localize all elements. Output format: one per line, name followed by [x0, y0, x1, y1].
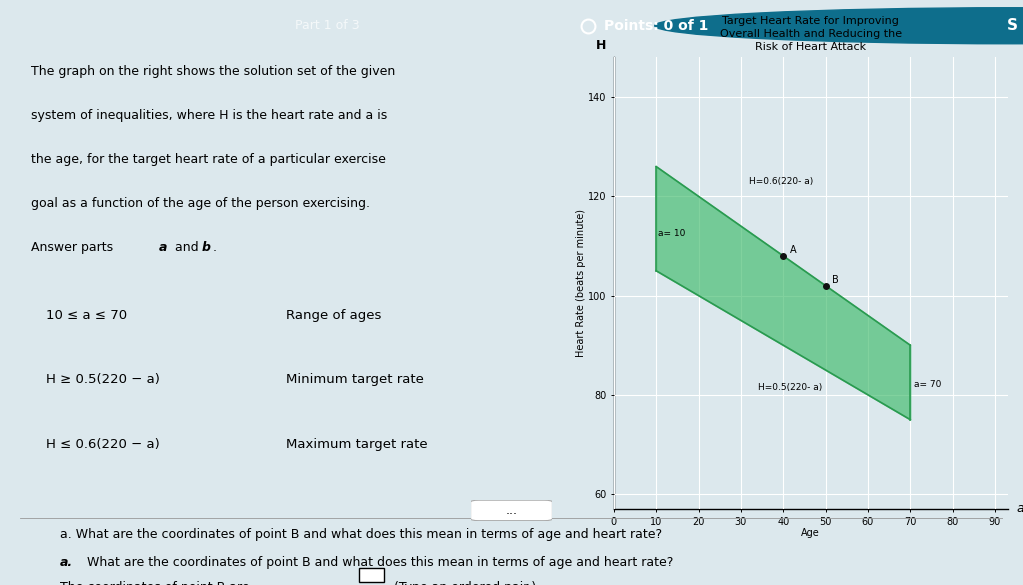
Text: a: a [159, 242, 167, 254]
Text: Maximum target rate: Maximum target rate [286, 438, 428, 452]
Text: H ≤ 0.6(220 − a): H ≤ 0.6(220 − a) [46, 438, 160, 452]
Text: and: and [172, 242, 203, 254]
X-axis label: Age: Age [801, 528, 820, 538]
Text: 10 ≤ a ≤ 70: 10 ≤ a ≤ 70 [46, 309, 127, 322]
Text: H=0.5(220- a): H=0.5(220- a) [758, 383, 822, 392]
Text: Answer parts: Answer parts [31, 242, 117, 254]
Title: Target Heart Rate for Improving
Overall Health and Reducing the
Risk of Heart At: Target Heart Rate for Improving Overall … [719, 16, 902, 53]
Text: The coordinates of point B are: The coordinates of point B are [59, 581, 250, 585]
Y-axis label: Heart Rate (beats per minute): Heart Rate (beats per minute) [576, 209, 586, 357]
Text: What are the coordinates of point B and what does this mean in terms of age and : What are the coordinates of point B and … [87, 556, 673, 569]
Text: H: H [596, 39, 607, 53]
Text: b: b [203, 242, 211, 254]
Text: Minimum target rate: Minimum target rate [286, 373, 425, 387]
Text: a= 10: a= 10 [658, 229, 685, 238]
Text: (Type an ordered pair.): (Type an ordered pair.) [394, 581, 536, 585]
Text: Points: 0 of 1: Points: 0 of 1 [604, 19, 708, 33]
Text: a= 70: a= 70 [915, 380, 942, 390]
Text: a: a [1016, 503, 1023, 515]
Text: a.: a. [59, 556, 73, 569]
Text: The graph on the right shows the solution set of the given: The graph on the right shows the solutio… [31, 66, 395, 78]
Text: ...: ... [505, 504, 518, 517]
Text: a. What are the coordinates of point B and what does this mean in terms of age a: a. What are the coordinates of point B a… [59, 528, 662, 541]
Circle shape [655, 8, 1023, 44]
FancyBboxPatch shape [471, 500, 552, 521]
Text: Range of ages: Range of ages [286, 309, 382, 322]
Text: system of inequalities, where H is the heart rate and a is: system of inequalities, where H is the h… [31, 109, 387, 122]
Text: H ≥ 0.5(220 − a): H ≥ 0.5(220 − a) [46, 373, 160, 387]
Text: H=0.6(220- a): H=0.6(220- a) [749, 177, 813, 186]
Text: .: . [213, 242, 216, 254]
FancyBboxPatch shape [359, 568, 384, 582]
Text: goal as a function of the age of the person exercising.: goal as a function of the age of the per… [31, 197, 369, 211]
Text: Part 1 of 3: Part 1 of 3 [295, 19, 360, 32]
Text: B: B [832, 275, 839, 285]
Text: the age, for the target heart rate of a particular exercise: the age, for the target heart rate of a … [31, 153, 386, 166]
Text: S: S [1008, 18, 1018, 33]
Text: A: A [790, 245, 796, 256]
